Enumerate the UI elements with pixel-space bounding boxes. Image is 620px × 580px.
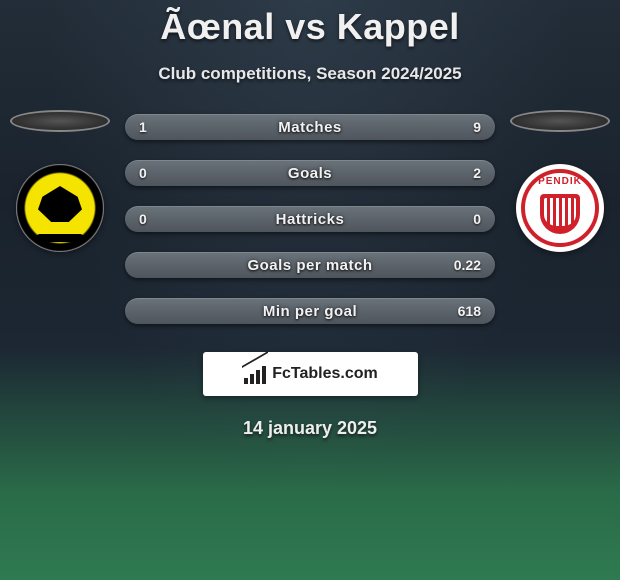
player-silhouette-icon <box>10 110 110 132</box>
stat-label: Min per goal <box>263 303 357 320</box>
player-silhouette-icon <box>510 110 610 132</box>
crest-right-label: PENDIK <box>526 176 594 187</box>
comparison-stage: PENDIK 1 Matches 9 0 Goals 2 0 Hattricks… <box>0 114 620 324</box>
brand-text: FcTables.com <box>272 365 378 383</box>
stat-row: 0 Hattricks 0 <box>125 206 495 232</box>
subtitle: Club competitions, Season 2024/2025 <box>0 64 620 84</box>
club-crest-right-icon: PENDIK <box>516 164 604 252</box>
stat-right-value: 618 <box>444 298 495 324</box>
stat-left-value <box>125 298 153 324</box>
stat-label: Goals <box>288 165 332 182</box>
stat-left-value <box>125 252 153 278</box>
stat-right-value: 2 <box>459 160 495 186</box>
brand-chart-icon <box>242 364 268 384</box>
stat-row: Min per goal 618 <box>125 298 495 324</box>
stat-right-value: 0.22 <box>440 252 495 278</box>
stat-left-value: 0 <box>125 160 161 186</box>
infographic: Ãœnal vs Kappel Club competitions, Seaso… <box>0 0 620 580</box>
club-crest-left-icon <box>16 164 104 252</box>
stat-label: Goals per match <box>247 257 372 274</box>
date-label: 14 january 2025 <box>0 418 620 439</box>
brand-badge: FcTables.com <box>203 352 418 396</box>
stat-left-value: 0 <box>125 206 161 232</box>
stat-right-value: 9 <box>459 114 495 140</box>
stat-rows: 1 Matches 9 0 Goals 2 0 Hattricks 0 Goal… <box>125 114 495 324</box>
page-title: Ãœnal vs Kappel <box>0 0 620 48</box>
stat-row: Goals per match 0.22 <box>125 252 495 278</box>
stat-row: 1 Matches 9 <box>125 114 495 140</box>
stat-left-value: 1 <box>125 114 161 140</box>
player-left <box>0 110 120 252</box>
stat-row: 0 Goals 2 <box>125 160 495 186</box>
stat-label: Matches <box>278 119 342 136</box>
stat-label: Hattricks <box>276 211 345 228</box>
stat-right-value: 0 <box>459 206 495 232</box>
player-right: PENDIK <box>500 110 620 252</box>
